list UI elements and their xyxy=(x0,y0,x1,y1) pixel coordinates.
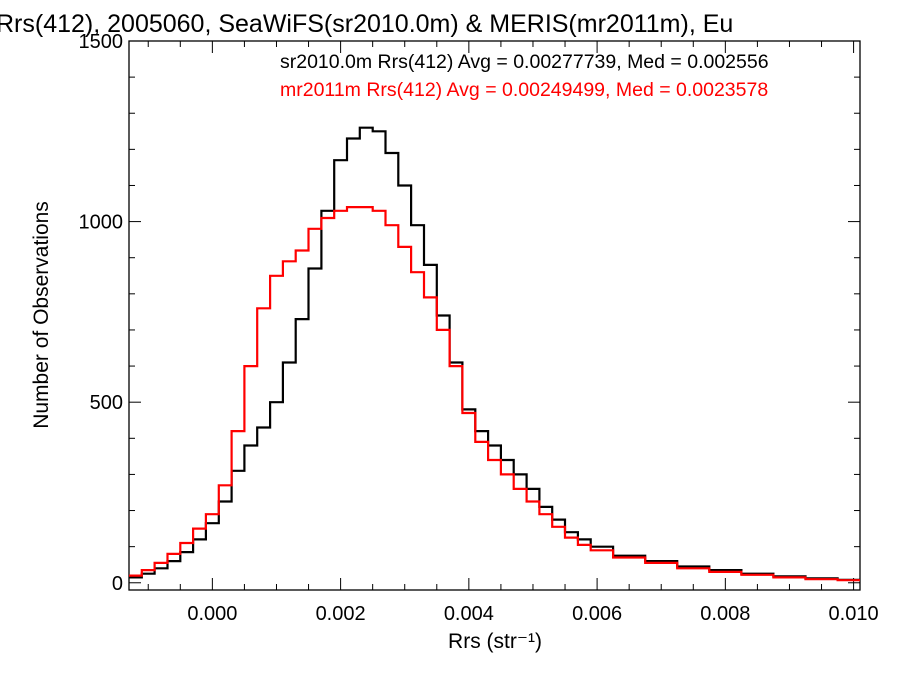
x-axis-label: Rrs (str⁻¹) xyxy=(448,630,542,653)
series-line-0 xyxy=(129,126,860,582)
x-tick-label: 0.010 xyxy=(829,603,879,625)
x-tick-label: 0.000 xyxy=(187,603,237,625)
chart-title: Rrs(412), 2005060, SeaWiFS(sr2010.0m) & … xyxy=(0,10,733,38)
series-layer xyxy=(129,126,860,582)
y-tick-label: 0 xyxy=(112,573,123,595)
y-tick-label: 500 xyxy=(90,392,123,414)
y-axis-label: Number of Observations xyxy=(30,201,53,429)
x-tick-label: 0.006 xyxy=(572,603,622,625)
legend-entry-mr2011: mr2011m Rrs(412) Avg = 0.00249499, Med =… xyxy=(280,79,768,101)
x-tick-label: 0.004 xyxy=(444,603,494,625)
legend-entry-sr2010: sr2010.0m Rrs(412) Avg = 0.00277739, Med… xyxy=(280,51,769,73)
x-tick-label: 0.008 xyxy=(700,603,750,625)
x-tick-label: 0.002 xyxy=(316,603,366,625)
y-tick-label: 1500 xyxy=(79,31,124,53)
x-axis: 0.000 0.002 0.004 0.006 0.008 0.010 xyxy=(147,41,879,625)
y-tick-label: 1000 xyxy=(79,212,124,234)
y-axis: 0 500 1000 1500 xyxy=(79,31,860,595)
plot-frame xyxy=(128,40,861,591)
series-line-1 xyxy=(129,206,860,582)
